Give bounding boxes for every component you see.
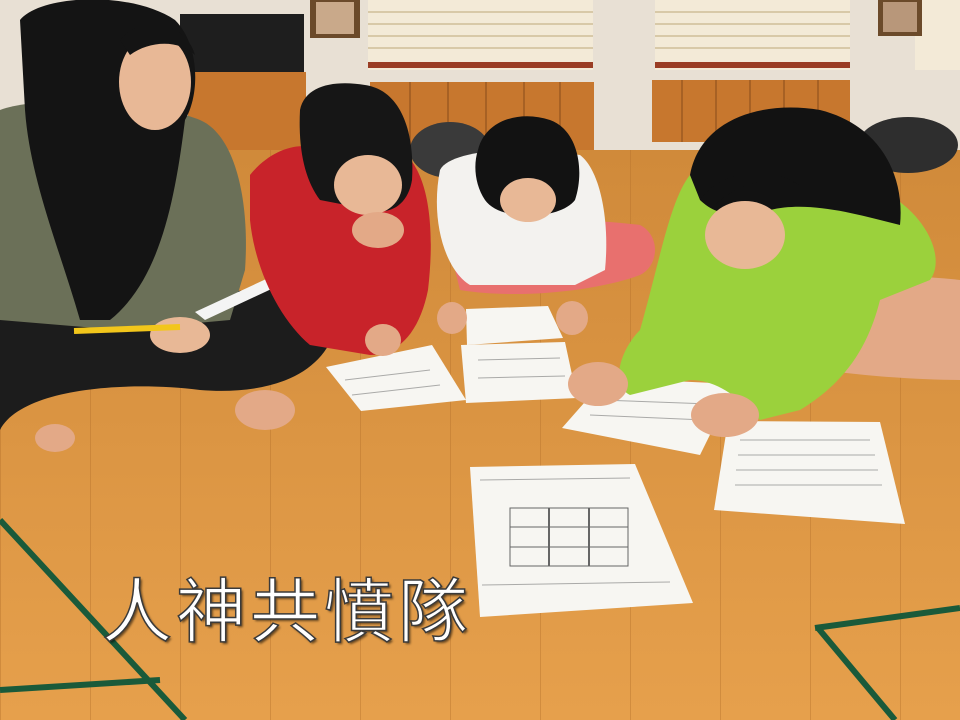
floor-tape-right [814,605,960,631]
window-left [368,0,593,70]
worksheet-top [466,306,563,345]
floor-tape-left [0,517,188,720]
person-white-shirt [436,116,655,335]
worksheet-left [326,345,466,411]
worksheet-right [714,421,905,524]
worksheet-center [461,342,577,403]
photo-caption: 人神共憤隊 [101,570,472,654]
person-left [0,0,336,452]
sudoku-grid [509,507,629,567]
person-green-hoodie [568,107,960,437]
window-right [655,0,850,70]
tv-monitors [180,14,304,72]
person-red-jacket [250,83,431,356]
worksheet-sudoku [470,464,693,617]
window-far-right [915,0,960,70]
